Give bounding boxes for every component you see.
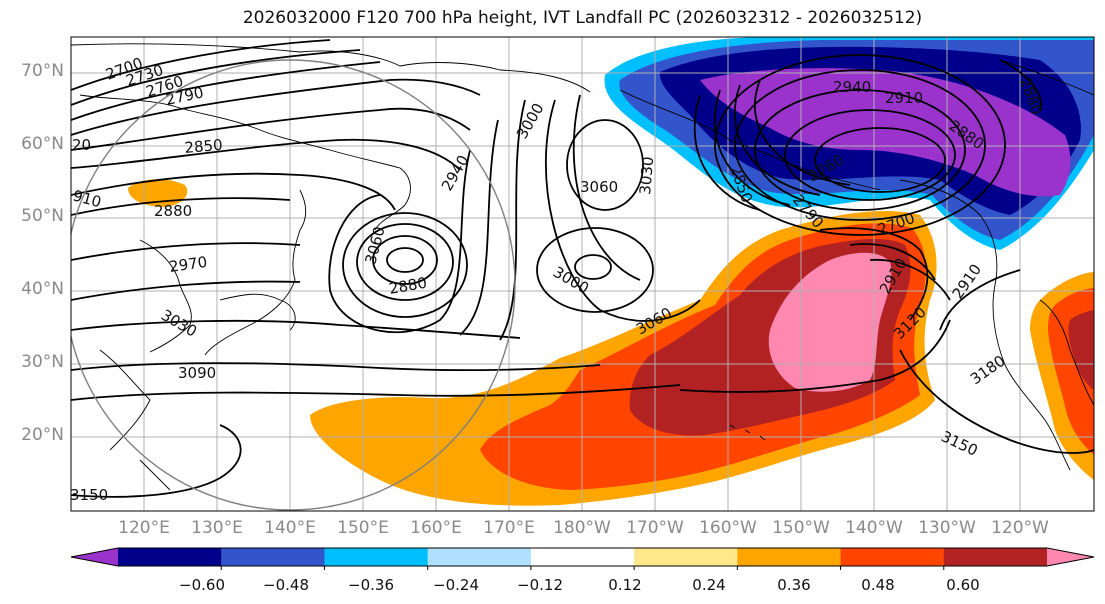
lon-label: 170°W bbox=[626, 518, 684, 538]
lat-label: 70°N bbox=[21, 61, 64, 81]
colorbar-tick-label: −0.60 bbox=[179, 576, 225, 594]
colorbar-segment bbox=[943, 548, 1048, 566]
contour-label: 20 bbox=[72, 136, 91, 154]
lon-label: 140°E bbox=[264, 518, 316, 538]
colorbar-outline bbox=[70, 547, 1095, 567]
contour-label: 2970 bbox=[168, 253, 208, 276]
colorbar-segment bbox=[530, 548, 635, 566]
colorbar-tick-label: 0.60 bbox=[946, 576, 980, 594]
contour-label: 3030 bbox=[636, 156, 657, 196]
lon-label: 150°E bbox=[337, 518, 389, 538]
colorbar-tick-label: −0.36 bbox=[348, 576, 394, 594]
radius-circle bbox=[71, 59, 516, 511]
lon-label: 130°E bbox=[191, 518, 243, 538]
colorbar-segment bbox=[737, 548, 842, 566]
lat-label: 50°N bbox=[21, 206, 64, 226]
colorbar-tick-label: −0.12 bbox=[517, 576, 563, 594]
lon-label: 120°W bbox=[991, 518, 1049, 538]
lon-label: 170°E bbox=[483, 518, 535, 538]
lon-label: 120°E bbox=[118, 518, 170, 538]
lon-label: 140°W bbox=[845, 518, 903, 538]
colorbar-segment bbox=[324, 548, 429, 566]
colorbar-segment bbox=[427, 548, 532, 566]
colorbar-segment bbox=[634, 548, 738, 566]
colorbar-tick-label: 0.36 bbox=[777, 576, 811, 594]
colorbar-extend-low bbox=[71, 548, 118, 566]
contour-label: 2910 bbox=[885, 89, 923, 107]
colorbar bbox=[70, 547, 1095, 570]
lat-label: 60°N bbox=[21, 134, 64, 154]
colorbar-tick-label: −0.24 bbox=[433, 576, 479, 594]
colorbar-segment bbox=[118, 548, 222, 566]
page-title: 2026032000 F120 700 hPa height, IVT Land… bbox=[242, 8, 923, 28]
map-frame bbox=[70, 36, 1095, 512]
height-contours bbox=[71, 39, 1094, 498]
lon-label: 160°W bbox=[699, 518, 757, 538]
colorbar-extend-high bbox=[1047, 548, 1094, 566]
contour-label: 2880 bbox=[154, 202, 192, 220]
lon-label: 130°W bbox=[918, 518, 976, 538]
colorbar-segment bbox=[221, 548, 325, 566]
colorbar-tick-label: 0.48 bbox=[861, 576, 895, 594]
lat-label: 40°N bbox=[21, 279, 64, 299]
lat-label: 20°N bbox=[21, 425, 64, 445]
graticule bbox=[71, 37, 1094, 511]
colorbar-tick-label: −0.48 bbox=[263, 576, 309, 594]
lon-label: 150°W bbox=[772, 518, 830, 538]
lat-label: 30°N bbox=[21, 352, 64, 372]
colorbar-segment bbox=[840, 548, 945, 566]
contour-label: 2940 bbox=[833, 78, 871, 96]
contour-label: 2850 bbox=[184, 136, 224, 157]
colorbar-tick-label: 0.24 bbox=[692, 576, 726, 594]
map-panel: 2700 2730 2760 2790 2850 20 910 2880 297… bbox=[70, 37, 1094, 511]
contour-label: 3150 bbox=[70, 486, 108, 504]
lon-label: 180°W bbox=[553, 518, 611, 538]
lon-label: 160°E bbox=[410, 518, 462, 538]
contour-label: 3060 bbox=[580, 178, 618, 196]
colorbar-tick-label: 0.12 bbox=[608, 576, 642, 594]
contour-label: 3090 bbox=[178, 364, 216, 382]
